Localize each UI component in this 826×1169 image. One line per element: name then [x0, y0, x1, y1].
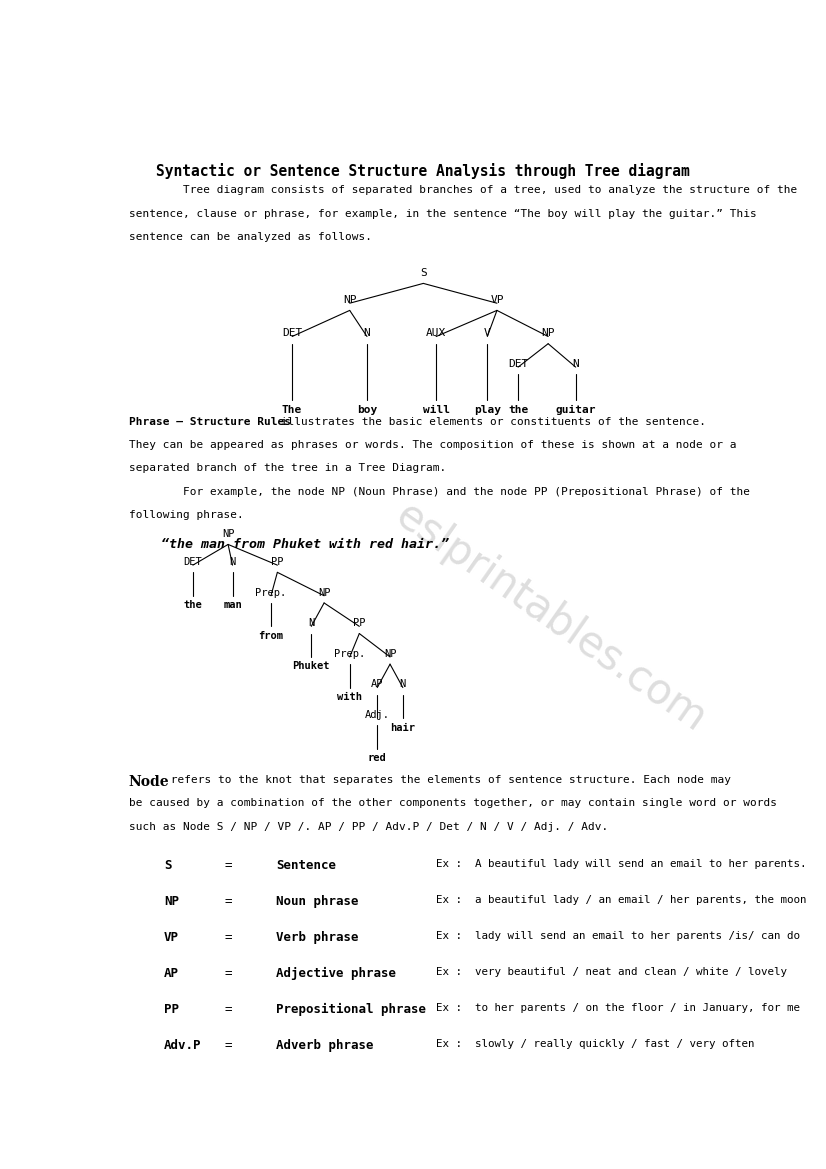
Text: the: the — [508, 404, 528, 415]
Text: “the man from Phuket with red hair.”: “the man from Phuket with red hair.” — [161, 538, 449, 552]
Text: N: N — [308, 618, 315, 628]
Text: the: the — [183, 600, 202, 610]
Text: Tree diagram consists of separated branches of a tree, used to analyze the struc: Tree diagram consists of separated branc… — [129, 185, 797, 195]
Text: S: S — [420, 268, 427, 278]
Text: Phuket: Phuket — [292, 662, 330, 671]
Text: N: N — [400, 679, 406, 690]
Text: boy: boy — [357, 404, 377, 415]
Text: be caused by a combination of the other components together, or may contain sing: be caused by a combination of the other … — [129, 798, 777, 808]
Text: Ex :  a beautiful lady / an email / her parents, the moon: Ex : a beautiful lady / an email / her p… — [436, 895, 807, 905]
Text: For example, the node NP (Noun Phrase) and the node PP (Prepositional Phrase) of: For example, the node NP (Noun Phrase) a… — [129, 486, 750, 497]
Text: AP: AP — [371, 679, 383, 690]
Text: Ex :  A beautiful lady will send an email to her parents.: Ex : A beautiful lady will send an email… — [436, 859, 807, 869]
Text: V: V — [484, 328, 491, 338]
Text: N: N — [363, 328, 370, 338]
Text: red: red — [368, 753, 387, 763]
Text: N: N — [230, 556, 235, 567]
Text: VP: VP — [490, 295, 504, 305]
Text: N: N — [572, 359, 579, 369]
Text: Adjective phrase: Adjective phrase — [276, 967, 396, 981]
Text: =: = — [225, 967, 232, 980]
Text: DET: DET — [183, 556, 202, 567]
Text: The: The — [282, 404, 302, 415]
Text: Ex :  to her parents / on the floor / in January, for me: Ex : to her parents / on the floor / in … — [436, 1003, 800, 1014]
Text: Adv.P: Adv.P — [164, 1039, 202, 1052]
Text: from: from — [259, 631, 283, 641]
Text: Ex :  slowly / really quickly / fast / very often: Ex : slowly / really quickly / fast / ve… — [436, 1039, 755, 1049]
Text: Prepositional phrase: Prepositional phrase — [276, 1003, 426, 1016]
Text: with: with — [337, 692, 363, 703]
Text: S: S — [164, 859, 172, 872]
Text: DET: DET — [508, 359, 528, 369]
Text: sentence can be analyzed as follows.: sentence can be analyzed as follows. — [129, 233, 372, 242]
Text: Prep.: Prep. — [255, 588, 287, 597]
Text: NP: NP — [318, 588, 330, 597]
Text: VP: VP — [164, 932, 179, 945]
Text: They can be appeared as phrases or words. The composition of these is shown at a: They can be appeared as phrases or words… — [129, 440, 736, 450]
Text: DET: DET — [282, 328, 302, 338]
Text: Phrase – Structure Rules: Phrase – Structure Rules — [129, 416, 291, 427]
Text: AP: AP — [164, 967, 179, 980]
Text: =: = — [225, 859, 232, 872]
Text: Verb phrase: Verb phrase — [276, 932, 358, 945]
Text: hair: hair — [391, 722, 415, 733]
Text: Noun phrase: Noun phrase — [276, 895, 358, 908]
Text: Ex :  very beautiful / neat and clean / white / lovely: Ex : very beautiful / neat and clean / w… — [436, 967, 787, 977]
Text: separated branch of the tree in a Tree Diagram.: separated branch of the tree in a Tree D… — [129, 463, 446, 473]
Text: Adverb phrase: Adverb phrase — [276, 1039, 373, 1052]
Text: NP: NP — [384, 649, 396, 659]
Text: NP: NP — [164, 895, 179, 908]
Text: Prep.: Prep. — [334, 649, 365, 659]
Text: illustrates the basic elements or constituents of the sentence.: illustrates the basic elements or consti… — [274, 416, 706, 427]
Text: NP: NP — [222, 530, 235, 539]
Text: PP: PP — [271, 556, 283, 567]
Text: following phrase.: following phrase. — [129, 510, 244, 520]
Text: Ex :  lady will send an email to her parents /is/ can do: Ex : lady will send an email to her pare… — [436, 932, 800, 941]
Text: PP: PP — [353, 618, 366, 628]
Text: Adj.: Adj. — [365, 710, 390, 720]
Text: Syntactic or Sentence Structure Analysis through Tree diagram: Syntactic or Sentence Structure Analysis… — [156, 162, 691, 179]
Text: play: play — [474, 404, 501, 415]
Text: refers to the knot that separates the elements of sentence structure. Each node : refers to the knot that separates the el… — [164, 775, 731, 784]
Text: AUX: AUX — [426, 328, 446, 338]
Text: man: man — [223, 600, 242, 610]
Text: sentence, clause or phrase, for example, in the sentence “The boy will play the : sentence, clause or phrase, for example,… — [129, 209, 757, 219]
Text: =: = — [225, 895, 232, 908]
Text: Node: Node — [129, 775, 169, 789]
Text: PP: PP — [164, 1003, 179, 1016]
Text: guitar: guitar — [555, 404, 596, 415]
Text: =: = — [225, 1039, 232, 1052]
Text: such as Node S / NP / VP /. AP / PP / Adv.P / Det / N / V / Adj. / Adv.: such as Node S / NP / VP /. AP / PP / Ad… — [129, 822, 608, 831]
Text: NP: NP — [343, 295, 357, 305]
Text: Sentence: Sentence — [276, 859, 336, 872]
Text: will: will — [423, 404, 449, 415]
Text: =: = — [225, 1003, 232, 1016]
Text: eslprintables.com: eslprintables.com — [388, 494, 714, 740]
Text: =: = — [225, 932, 232, 945]
Text: NP: NP — [541, 328, 555, 338]
